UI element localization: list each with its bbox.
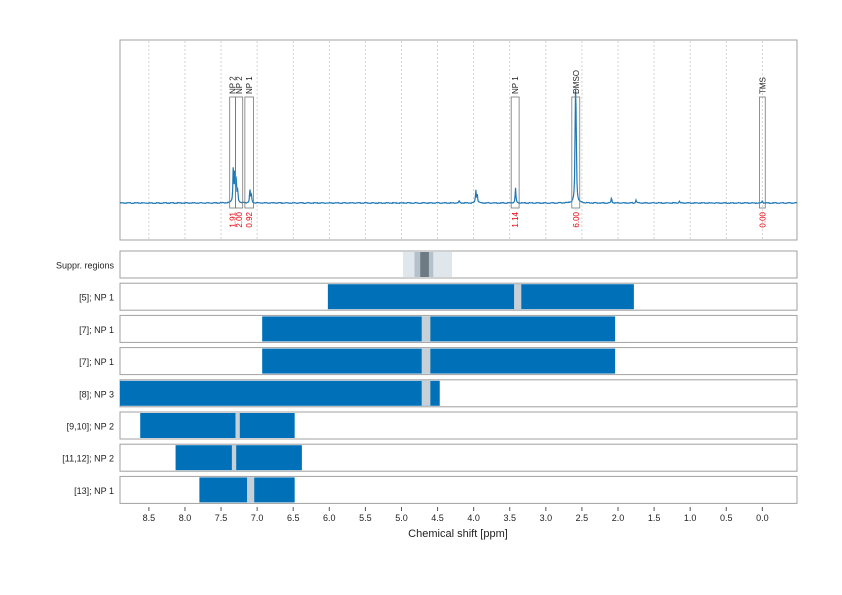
track-gap	[247, 477, 255, 503]
track-label: [7]; NP 1	[79, 325, 114, 335]
integration-label: NP 2	[229, 76, 238, 94]
track-label: [11,12]; NP 2	[62, 454, 114, 464]
track-bar	[262, 348, 616, 374]
integration-label: NP 1	[245, 76, 254, 94]
integration-value: 0.92	[245, 211, 254, 227]
track-label: [8]; NP 3	[79, 389, 114, 399]
integration-value: 1.91	[229, 211, 238, 227]
integration-label: DMSO	[572, 70, 581, 94]
tracks-panel: Suppr. regions [5]; NP 1 [7]; NP 1 [7]; NP …	[56, 250, 798, 504]
x-tick-label: 6.5	[287, 513, 300, 523]
integration-box	[235, 96, 244, 209]
track-gap	[235, 413, 240, 438]
integration-label: NP 1	[511, 76, 520, 94]
track-gap	[231, 445, 237, 471]
x-axis-label: Chemical shift [ppm]	[408, 528, 508, 540]
integration-value: 2.00	[235, 211, 244, 227]
integration-value: 1.14	[511, 211, 520, 227]
x-tick-label: 2.5	[576, 513, 589, 523]
track-label: [7]; NP 1	[79, 357, 114, 367]
x-tick-label: 0.0	[756, 513, 769, 523]
x-tick-label: 1.0	[684, 513, 697, 523]
x-tick-label: 8.0	[179, 513, 192, 523]
track-label: [5]; NP 1	[79, 293, 114, 303]
track-gap	[514, 284, 522, 310]
x-tick-label: 0.5	[720, 513, 733, 523]
track-frame	[119, 250, 798, 279]
x-tick-label: 5.0	[395, 513, 408, 523]
track-bar	[327, 284, 634, 310]
spectrum-line	[119, 89, 798, 205]
track-label: [13]; NP 1	[74, 486, 114, 496]
x-tick-label: 7.0	[251, 513, 264, 523]
integration-label: NP 2	[235, 76, 244, 94]
track-label: Suppr. regions	[56, 261, 115, 271]
integration-box	[510, 96, 520, 209]
integration-box	[571, 96, 581, 209]
x-tick-label: 6.0	[323, 513, 336, 523]
track-gap	[421, 348, 431, 374]
track-gap	[421, 316, 431, 342]
x-tick-label: 4.5	[431, 513, 444, 523]
x-tick-label: 3.0	[540, 513, 553, 523]
track-bar	[140, 413, 295, 438]
spectrum-panel: NP 2 1.91 NP 2 2.00 NP 1 0.92 NP 1 1.14 DMSO 6.00…	[119, 39, 798, 241]
track-bar	[262, 316, 616, 342]
integration-value: 6.00	[572, 211, 581, 227]
x-tick-label: 5.5	[359, 513, 372, 523]
integration-value: 0.00	[758, 211, 767, 227]
x-tick-label: 8.5	[143, 513, 156, 523]
x-tick-label: 1.5	[648, 513, 661, 523]
integration-box	[759, 96, 766, 209]
track-label: [9,10]; NP 2	[67, 422, 114, 432]
track-gap	[421, 380, 431, 406]
integration-box	[244, 96, 254, 209]
x-tick-label: 7.5	[215, 513, 228, 523]
track-bar	[175, 445, 302, 471]
track-bar	[199, 477, 295, 503]
spectrum-frame	[119, 39, 798, 241]
suppr-region-core	[420, 252, 429, 277]
track-bar	[120, 380, 440, 406]
x-axis: 8.5 8.0 7.5 7.0 6.5 6.0 5.5 5.0 4.5 4.0 3.5 3.0 2.5 2…	[143, 507, 769, 523]
integration-label: TMS	[758, 77, 767, 94]
x-tick-label: 3.5	[503, 513, 516, 523]
x-tick-label: 4.0	[467, 513, 480, 523]
x-tick-label: 2.0	[612, 513, 625, 523]
